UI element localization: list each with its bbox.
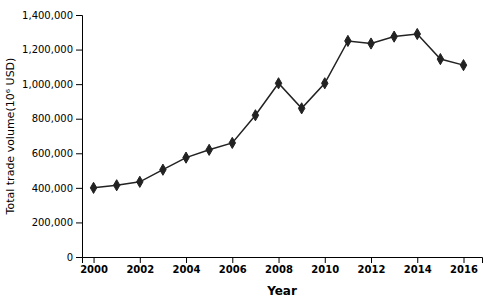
tick-mark <box>140 257 141 263</box>
line <box>94 34 464 188</box>
tick-mark <box>186 257 187 263</box>
tick-label: 0 <box>67 252 73 263</box>
tick: 2000 <box>80 257 108 275</box>
tick-label: 2006 <box>219 264 247 275</box>
marker <box>183 152 189 163</box>
tick: 1,000,000 <box>22 79 82 90</box>
marker <box>298 103 304 114</box>
tick-mark <box>76 153 82 154</box>
tick-mark <box>76 188 82 189</box>
marker <box>275 78 281 89</box>
marker <box>113 180 119 191</box>
tick-label: 2012 <box>358 264 386 275</box>
tick-mark <box>76 222 82 223</box>
y-axis-title: Total trade volume(10⁶ USD) <box>4 58 17 216</box>
marker <box>460 60 466 71</box>
tick: 800,000 <box>32 113 82 124</box>
tick: 2016 <box>450 257 478 275</box>
tick-label: 2010 <box>311 264 339 275</box>
tick-label: 2016 <box>450 264 478 275</box>
tick-label: 2000 <box>80 264 108 275</box>
marker <box>414 28 420 39</box>
marker <box>160 164 166 175</box>
tick-mark <box>76 50 82 51</box>
tick-label: 2008 <box>265 264 293 275</box>
marker <box>437 53 443 64</box>
tick-label: 2002 <box>126 264 154 275</box>
x-axis: 2000 2002 2004 2006 2008 2010 2012 2014 2016 <box>80 257 482 275</box>
tick-mark <box>76 15 82 16</box>
tick-mark <box>94 257 95 263</box>
y-axis: 0 200,000 400,000 600,000 800,000 1,000,000 1,… <box>22 10 82 263</box>
tick: 1,200,000 <box>22 44 82 55</box>
marker <box>368 38 374 49</box>
tick-mark <box>279 257 280 263</box>
marker <box>322 78 328 89</box>
tick: 2012 <box>358 257 386 275</box>
tick: 1,400,000 <box>22 10 82 21</box>
tick-label: 2014 <box>404 264 432 275</box>
tick-label: 2004 <box>173 264 201 275</box>
tick: 200,000 <box>32 217 82 228</box>
tick: 2002 <box>126 257 154 275</box>
tick-label: 400,000 <box>32 183 73 194</box>
tick: 600,000 <box>32 148 82 159</box>
x-axis-title: Year <box>266 284 297 298</box>
tick: 0 <box>67 252 82 263</box>
tick-mark <box>232 257 233 263</box>
tick: 2004 <box>173 257 201 275</box>
tick-label: 600,000 <box>32 148 73 159</box>
marker <box>391 31 397 42</box>
marks <box>90 28 466 193</box>
marker <box>345 35 351 46</box>
marker <box>137 176 143 187</box>
axis-line <box>83 258 483 264</box>
chart: 2000 2002 2004 2006 2008 2010 2012 2014 2016 0 200… <box>0 0 500 303</box>
axis-line <box>76 16 83 258</box>
marker <box>206 144 212 155</box>
tick-mark <box>325 257 326 263</box>
tick: 2008 <box>265 257 293 275</box>
tick-mark <box>464 257 465 263</box>
tick-mark <box>417 257 418 263</box>
tick: 2014 <box>404 257 432 275</box>
tick-mark <box>371 257 372 263</box>
tick-mark <box>76 257 82 258</box>
tick-mark <box>76 84 82 85</box>
tick: 2006 <box>219 257 247 275</box>
marker <box>229 137 235 148</box>
marker <box>90 182 96 193</box>
tick-mark <box>76 119 82 120</box>
tick: 400,000 <box>32 183 82 194</box>
tick-label: 1,200,000 <box>22 44 73 55</box>
tick-label: 800,000 <box>32 113 73 124</box>
tick: 2010 <box>311 257 339 275</box>
tick-label: 1,400,000 <box>22 10 73 21</box>
tick-label: 1,000,000 <box>22 79 73 90</box>
tick-label: 200,000 <box>32 217 73 228</box>
marker <box>252 110 258 121</box>
plot: 2000 2002 2004 2006 2008 2010 2012 2014 2016 0 200… <box>22 10 482 275</box>
